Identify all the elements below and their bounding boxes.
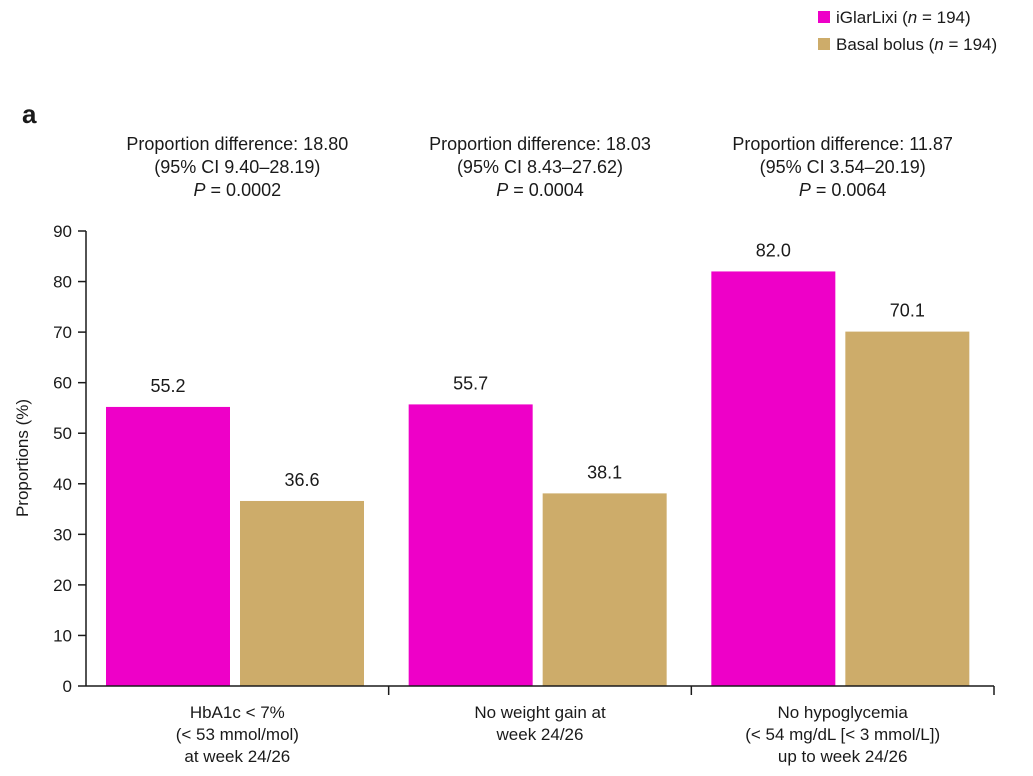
bar-basal-bolus-1 xyxy=(240,500,364,686)
x-tick-label: No weight gain at xyxy=(474,703,606,722)
x-tick-label: No hypoglycemia xyxy=(777,703,908,722)
legend-label: iGlarLixi (n = 194) xyxy=(836,8,971,27)
legend-item-basal-bolus: Basal bolus (n = 194) xyxy=(818,35,997,54)
annotation-p-value: P = 0.0004 xyxy=(496,180,584,200)
bar-basal-bolus-3 xyxy=(845,331,970,686)
y-tick-label: 50 xyxy=(53,424,72,443)
annotation-line: Proportion difference: 18.03 xyxy=(429,134,651,154)
x-tick-label: (< 53 mmol/mol) xyxy=(176,725,299,744)
annotation-p-value: P = 0.0064 xyxy=(799,180,887,200)
y-tick-label: 0 xyxy=(63,677,72,696)
bars xyxy=(106,271,970,686)
p-symbol: P xyxy=(496,180,508,200)
legend: iGlarLixi (n = 194) Basal bolus (n = 194) xyxy=(818,8,997,54)
data-label: 36.6 xyxy=(284,470,319,490)
x-tick-label: at week 24/26 xyxy=(184,747,290,766)
bar-iglarlixi-2 xyxy=(408,404,533,686)
data-label: 55.7 xyxy=(453,373,488,393)
p-symbol: P xyxy=(799,180,811,200)
category-label-3: No hypoglycemia (< 54 mg/dL [< 3 mmol/L])… xyxy=(745,703,940,766)
proportion-difference-annotation: Proportion difference: 11.87 (95% CI 3.54… xyxy=(732,134,952,200)
category-label-1: HbA1c < 7% (< 53 mmol/mol) at week 24/26 xyxy=(176,703,299,766)
p-value: = 0.0004 xyxy=(508,180,584,200)
x-tick-label: (< 54 mg/dL [< 3 mmol/L]) xyxy=(745,725,940,744)
bar-iglarlixi-1 xyxy=(106,406,230,686)
series-name: iGlarLixi xyxy=(836,8,897,27)
p-value: = 0.0064 xyxy=(811,180,887,200)
p-symbol: P xyxy=(194,180,206,200)
data-label: 55.2 xyxy=(150,376,185,396)
annotations: Proportion difference: 18.80 (95% CI 9.40… xyxy=(126,134,952,200)
y-tick-label: 40 xyxy=(53,475,72,494)
annotation-p-value: P = 0.0002 xyxy=(194,180,282,200)
series-n: 194 xyxy=(963,35,991,54)
proportion-difference-annotation: Proportion difference: 18.03 (95% CI 8.43… xyxy=(429,134,651,200)
x-tick-label: week 24/26 xyxy=(496,725,584,744)
data-label: 82.0 xyxy=(756,240,791,260)
category-label-2: No weight gain at week 24/26 xyxy=(474,703,606,744)
series-n: 194 xyxy=(937,8,965,27)
y-axis-label: Proportions (%) xyxy=(13,399,32,517)
legend-label: Basal bolus (n = 194) xyxy=(836,35,997,54)
y-tick-label: 20 xyxy=(53,576,72,595)
bar-iglarlixi-3 xyxy=(711,271,836,686)
y-tick-label: 30 xyxy=(53,525,72,544)
annotation-ci: (95% CI 3.54–20.19) xyxy=(760,157,926,177)
annotation-line: Proportion difference: 11.87 xyxy=(732,134,952,154)
proportion-difference-annotation: Proportion difference: 18.80 (95% CI 9.40… xyxy=(126,134,348,200)
series-name: Basal bolus xyxy=(836,35,924,54)
y-axis: 0 10 20 30 40 50 60 70 80 90 xyxy=(53,222,87,696)
legend-item-iglarlixi: iGlarLixi (n = 194) xyxy=(818,8,971,27)
y-tick-label: 90 xyxy=(53,222,72,241)
data-label: 70.1 xyxy=(890,301,925,321)
y-tick-label: 60 xyxy=(53,374,72,393)
annotation-line: Proportion difference: 18.80 xyxy=(126,134,348,154)
bar-basal-bolus-2 xyxy=(542,493,667,686)
x-axis: HbA1c < 7% (< 53 mmol/mol) at week 24/26 No… xyxy=(86,685,995,766)
y-tick-label: 10 xyxy=(53,626,72,645)
panel-label: a xyxy=(22,99,37,129)
legend-swatch xyxy=(818,11,830,23)
annotation-ci: (95% CI 9.40–28.19) xyxy=(154,157,320,177)
x-tick-label: HbA1c < 7% xyxy=(190,703,285,722)
p-value: = 0.0002 xyxy=(206,180,282,200)
legend-swatch xyxy=(818,38,830,50)
x-tick-label: up to week 24/26 xyxy=(778,747,907,766)
data-label: 38.1 xyxy=(587,462,622,482)
value-labels: 55.2 36.6 55.7 38.1 82.0 70.1 xyxy=(150,240,924,490)
y-tick-label: 70 xyxy=(53,323,72,342)
annotation-ci: (95% CI 8.43–27.62) xyxy=(457,157,623,177)
y-tick-label: 80 xyxy=(53,273,72,292)
